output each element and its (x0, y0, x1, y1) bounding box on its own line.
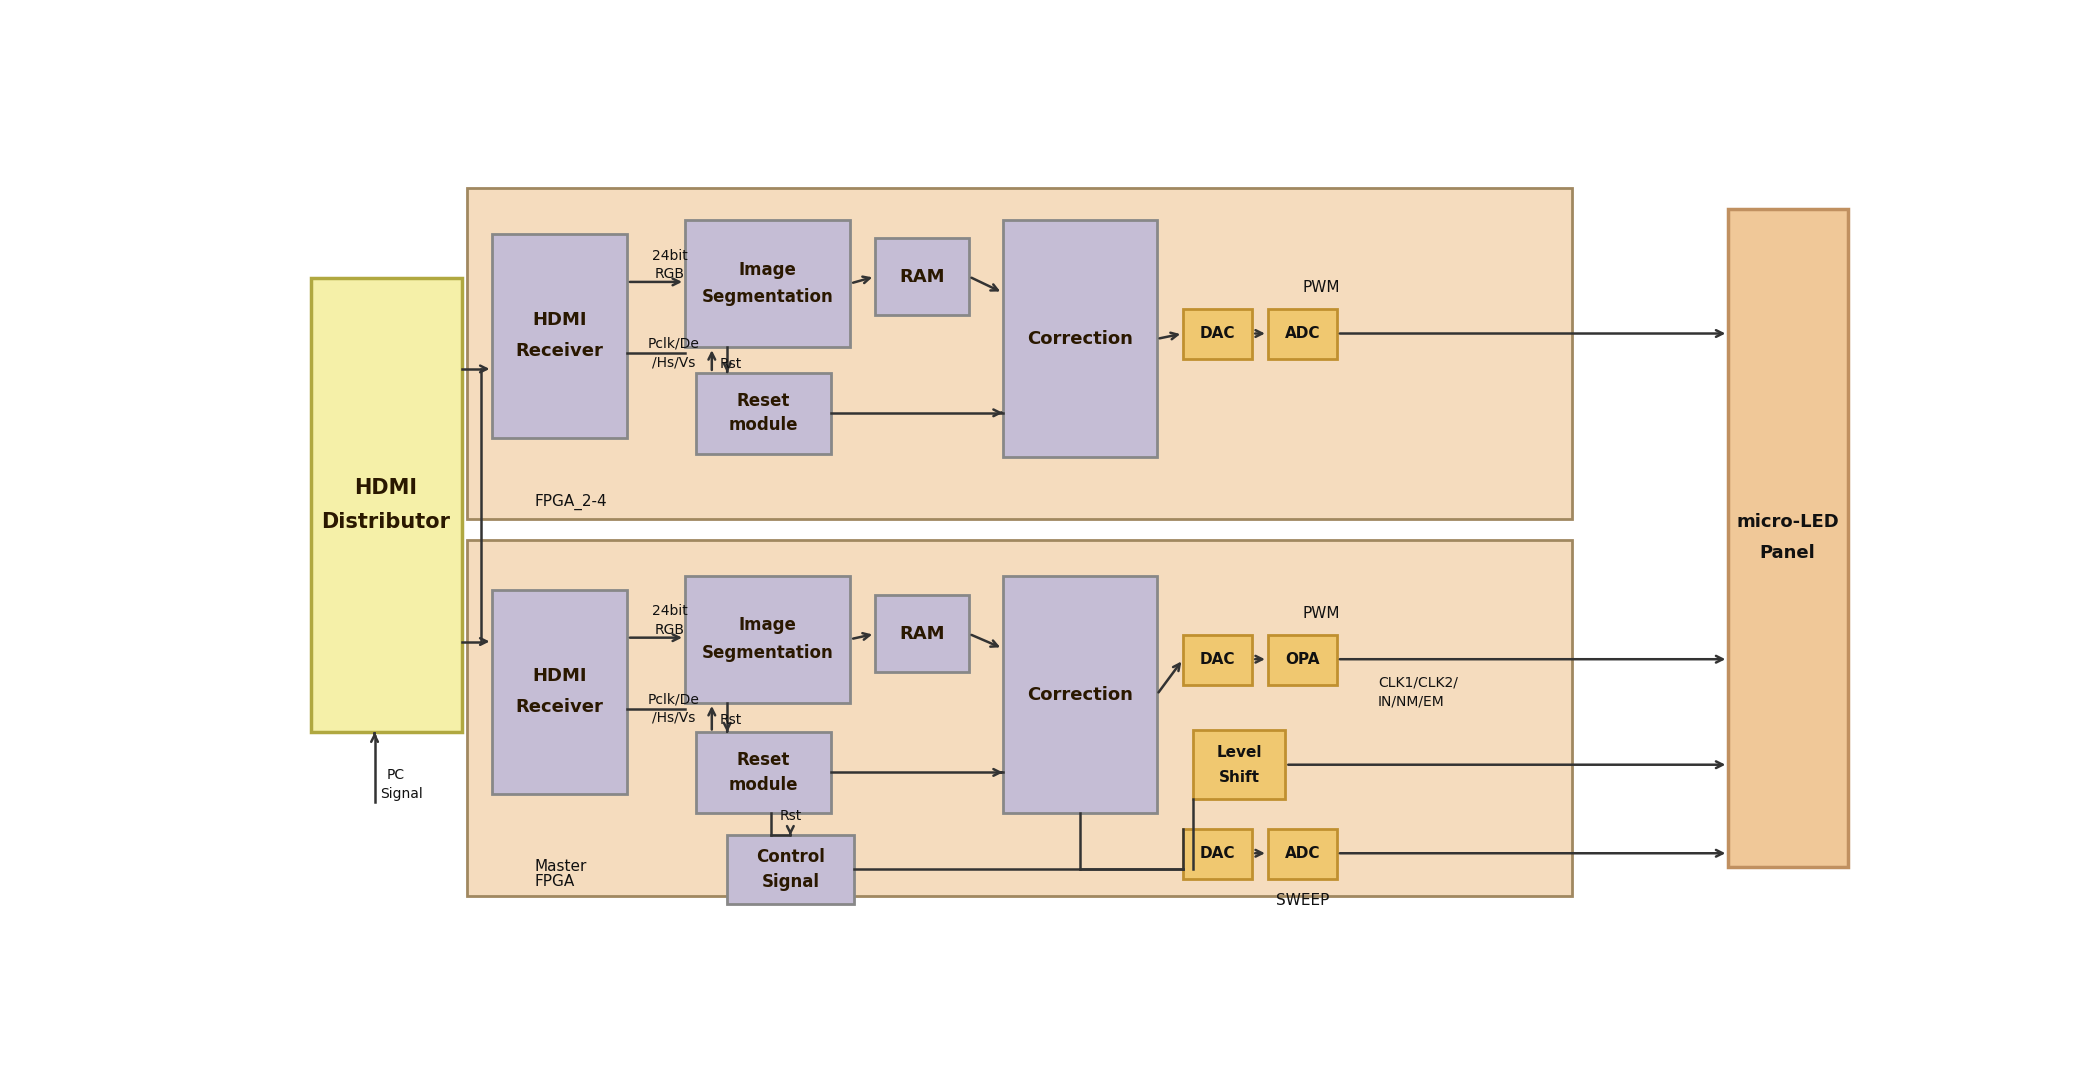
Text: 24bit: 24bit (651, 604, 686, 618)
Text: HDMI: HDMI (532, 667, 587, 685)
Bar (493, 235, 626, 438)
Bar (1184, 309, 1252, 359)
Text: IN/NM/EM: IN/NM/EM (1377, 695, 1446, 709)
Bar (1184, 828, 1252, 878)
Text: DAC: DAC (1200, 326, 1236, 341)
Text: Correction: Correction (1028, 329, 1134, 348)
Text: RGB: RGB (655, 268, 684, 281)
Text: Reset: Reset (736, 752, 790, 769)
Bar (876, 595, 969, 673)
Bar (1003, 221, 1156, 457)
Text: RGB: RGB (655, 623, 684, 637)
Text: 24bit: 24bit (651, 248, 686, 262)
Text: Distributor: Distributor (322, 512, 451, 532)
Text: ADC: ADC (1285, 326, 1321, 341)
Text: PWM: PWM (1302, 279, 1340, 295)
Text: PWM: PWM (1302, 605, 1340, 620)
Text: Image: Image (738, 260, 797, 278)
Text: SWEEP: SWEEP (1275, 892, 1329, 908)
Text: Rst: Rst (720, 713, 743, 727)
Bar (1194, 730, 1285, 800)
Text: Master: Master (535, 859, 587, 874)
Text: Signal: Signal (381, 787, 422, 801)
Text: HDMI: HDMI (532, 311, 587, 329)
Text: Segmentation: Segmentation (701, 644, 834, 662)
Text: PC: PC (387, 768, 406, 781)
Text: RAM: RAM (899, 625, 944, 643)
Bar (1003, 576, 1156, 813)
Text: micro-LED: micro-LED (1737, 513, 1839, 531)
Text: Receiver: Receiver (516, 342, 603, 360)
Text: RAM: RAM (899, 268, 944, 286)
Text: Panel: Panel (1760, 544, 1816, 562)
Text: DAC: DAC (1200, 845, 1236, 860)
Text: Pclk/De: Pclk/De (647, 337, 699, 351)
Text: /Hs/Vs: /Hs/Vs (651, 355, 695, 369)
Bar (876, 238, 969, 316)
Text: Reset: Reset (736, 391, 790, 409)
Bar (466, 539, 1572, 895)
Bar (1267, 634, 1337, 684)
Text: ADC: ADC (1285, 845, 1321, 860)
Text: Receiver: Receiver (516, 698, 603, 716)
Text: Correction: Correction (1028, 685, 1134, 704)
Text: Segmentation: Segmentation (701, 288, 834, 306)
Text: /Hs/Vs: /Hs/Vs (651, 711, 695, 725)
Text: Shift: Shift (1219, 770, 1260, 785)
Bar (684, 576, 851, 704)
Text: Rst: Rst (780, 808, 801, 823)
Bar (1267, 309, 1337, 359)
Text: DAC: DAC (1200, 651, 1236, 666)
Text: module: module (728, 416, 799, 434)
Bar (466, 188, 1572, 519)
Text: FPGA: FPGA (535, 874, 574, 889)
Bar (312, 278, 462, 732)
Bar (728, 835, 855, 904)
Bar (697, 373, 832, 454)
Bar (1184, 634, 1252, 684)
Text: HDMI: HDMI (354, 479, 418, 498)
Text: module: module (728, 776, 799, 794)
Text: CLK1/CLK2/: CLK1/CLK2/ (1377, 676, 1458, 690)
Text: FPGA_2-4: FPGA_2-4 (535, 494, 607, 511)
Text: Level: Level (1217, 745, 1263, 760)
Bar (697, 732, 832, 813)
Bar (493, 589, 626, 794)
Text: Control: Control (755, 849, 826, 866)
Bar (684, 221, 851, 348)
Bar (1728, 209, 1847, 867)
Text: Pclk/De: Pclk/De (647, 692, 699, 707)
Text: Image: Image (738, 616, 797, 634)
Bar (1267, 828, 1337, 878)
Text: OPA: OPA (1285, 651, 1319, 666)
Text: Signal: Signal (761, 873, 820, 891)
Text: Rst: Rst (720, 357, 743, 371)
